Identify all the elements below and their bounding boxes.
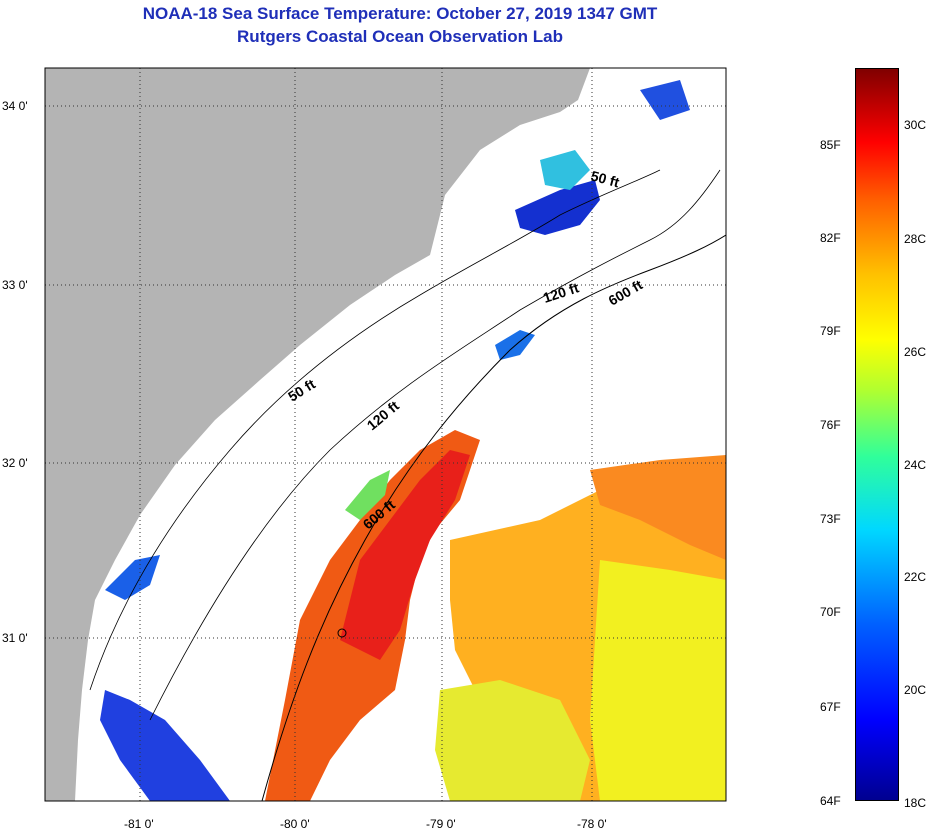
depth-label-50ft-south: 50 ft xyxy=(285,376,318,405)
isobath-600ft xyxy=(261,234,726,801)
sst-orange-east xyxy=(590,455,726,560)
depth-label-120ft-north: 120 ft xyxy=(541,279,581,306)
sst-green-edge xyxy=(345,470,390,520)
lat-tick-label: 32 0' xyxy=(2,456,28,470)
sst-hot-core xyxy=(340,450,470,660)
map-title: NOAA-18 Sea Surface Temperature: October… xyxy=(142,4,658,23)
colorbar-f-label: 70F xyxy=(820,605,841,619)
map-subtitle: Rutgers Coastal Ocean Observation Lab xyxy=(237,27,563,46)
colorbar-f-label: 82F xyxy=(820,231,841,245)
colorbar-f-label: 67F xyxy=(820,700,841,714)
lat-tick-label: 31 0' xyxy=(2,631,28,645)
sst-yellow-east xyxy=(590,560,726,801)
lon-tick-label: -81 0' xyxy=(124,817,154,831)
sst-cool-north xyxy=(640,80,690,120)
colorbar-f-label: 76F xyxy=(820,418,841,432)
depth-label-120ft-south: 120 ft xyxy=(364,397,403,433)
colorbar-f-label: 73F xyxy=(820,512,841,526)
lon-tick-label: -79 0' xyxy=(426,817,456,831)
sst-cool-bay xyxy=(515,180,600,235)
lat-tick-label: 33 0' xyxy=(2,278,28,292)
sst-cyan-bay xyxy=(540,150,590,190)
isobath-50ft xyxy=(89,169,661,691)
lon-tick-label: -78 0' xyxy=(577,817,607,831)
lat-tick-label: 34 0' xyxy=(2,99,28,113)
lon-tick-label: -80 0' xyxy=(280,817,310,831)
map-frame xyxy=(44,67,727,802)
land-area xyxy=(45,68,590,801)
sst-yellow-south xyxy=(435,680,590,801)
sst-cool-coast-south xyxy=(100,690,230,801)
colorbar-c-label: 28C xyxy=(904,232,927,246)
colorbar-c-label: 18C xyxy=(904,796,927,810)
colorbar-c-label: 24C xyxy=(904,458,927,472)
colorbar-f-label: 79F xyxy=(820,324,841,338)
colorbar-c-label: 22C xyxy=(904,570,927,584)
color-scale-bar xyxy=(855,68,899,801)
graticule xyxy=(45,68,726,801)
colorbar-c-label: 30C xyxy=(904,118,927,132)
buoy-marker xyxy=(337,628,347,638)
colorbar-f-label: 64F xyxy=(820,794,841,808)
colorbar-c-label: 26C xyxy=(904,345,927,359)
colorbar-f-label: 85F xyxy=(820,138,841,152)
isobath-120ft xyxy=(149,169,721,721)
depth-label-600ft-north: 600 ft xyxy=(606,276,646,308)
depth-label-50ft-north: 50 ft xyxy=(589,167,621,190)
colorbar-c-label: 20C xyxy=(904,683,927,697)
